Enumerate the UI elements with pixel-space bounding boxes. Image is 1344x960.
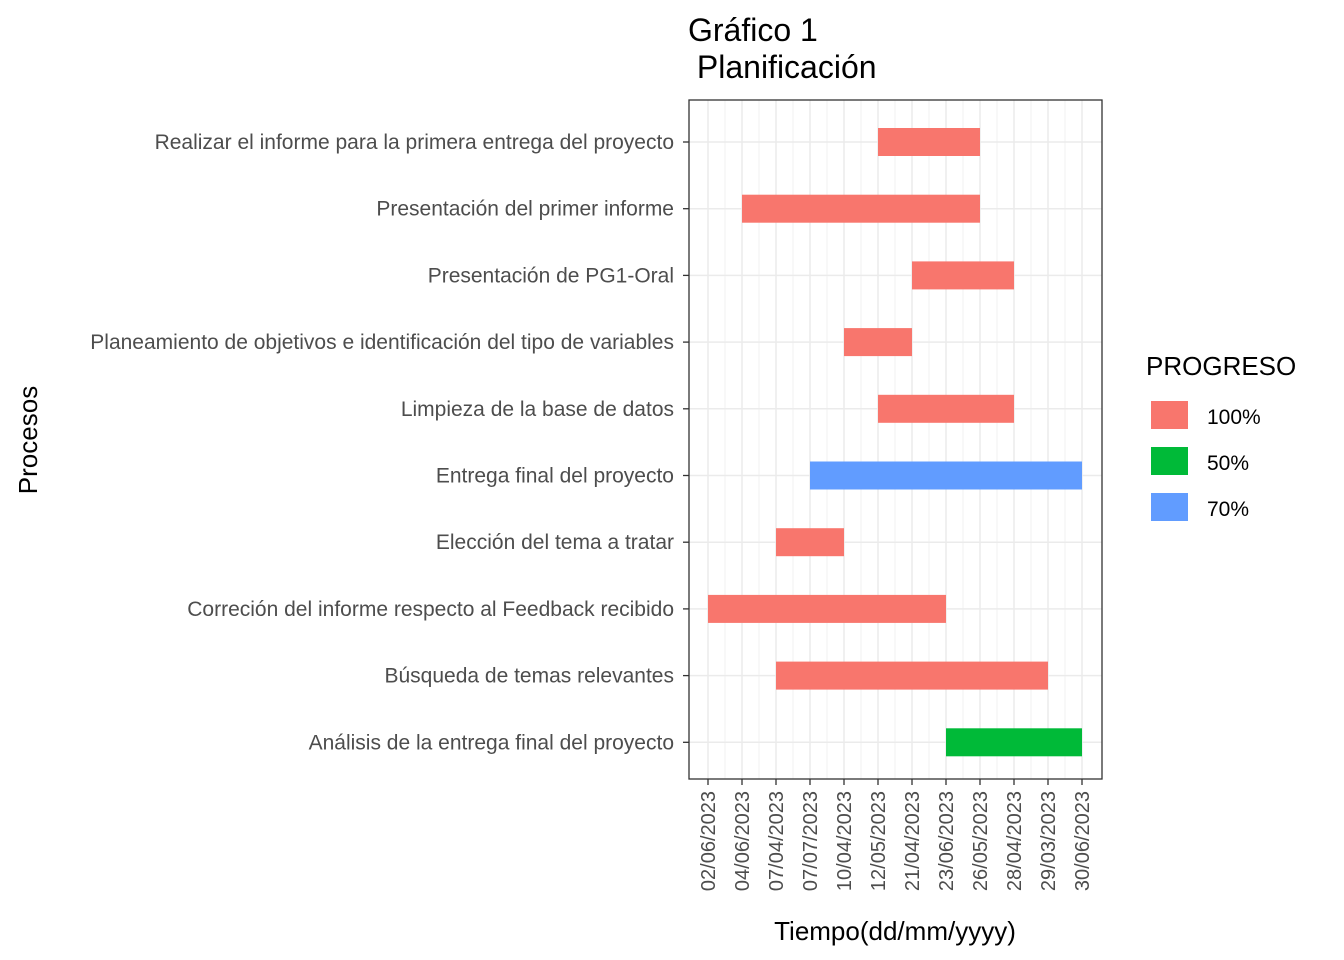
x-tick-label: 10/04/2023: [834, 791, 856, 891]
legend-key: [1151, 401, 1188, 429]
gantt-bar: [742, 194, 980, 223]
y-tick-label: Presentación de PG1-Oral: [428, 264, 674, 287]
x-tick-label: 12/05/2023: [868, 791, 890, 891]
x-tick-label: 23/06/2023: [936, 791, 958, 891]
gantt-bar: [810, 461, 1082, 490]
legend-key: [1151, 447, 1188, 475]
chart-title-line-2: Planificación: [688, 49, 877, 85]
plot-panel: [683, 99, 1103, 785]
y-axis-title: Procesos: [13, 386, 43, 494]
y-tick-label: Análisis de la entrega final del proyect…: [309, 731, 674, 754]
legend: PROGRESO 100% 50% 70%: [1146, 351, 1296, 521]
legend-label: 70%: [1207, 498, 1249, 521]
chart-title: Gráfico 1 Planificación: [688, 12, 877, 85]
gantt-bar: [776, 528, 844, 557]
x-tick-label: 02/06/2023: [698, 791, 720, 891]
gantt-bar: [912, 261, 1014, 290]
gantt-bar: [844, 328, 912, 357]
y-tick-label: Limpieza de la base de datos: [401, 398, 674, 421]
legend-label: 50%: [1207, 452, 1249, 475]
y-tick-label: Realizar el informe para la primera entr…: [155, 131, 674, 154]
x-tick-label: 21/04/2023: [902, 791, 924, 891]
chart-title-line-1: Gráfico 1: [688, 12, 818, 48]
y-tick-label: Elección del tema a tratar: [436, 531, 674, 554]
x-tick-label: 28/04/2023: [1004, 791, 1026, 891]
x-tick-label: 30/06/2023: [1072, 791, 1094, 891]
y-tick-label: Entrega final del proyecto: [436, 465, 674, 488]
legend-label: 100%: [1207, 406, 1261, 429]
gantt-bar: [878, 394, 1014, 423]
x-tick-label: 07/07/2023: [800, 791, 822, 891]
x-tick-label: 26/05/2023: [970, 791, 992, 891]
y-tick-label: Correción del informe respecto al Feedba…: [187, 598, 674, 621]
gantt-bar: [946, 728, 1082, 757]
panel-border: [688, 99, 1103, 780]
y-tick-label: Búsqueda de temas relevantes: [384, 665, 674, 688]
y-tick-label: Planeamiento de objetivos e identificaci…: [90, 331, 674, 354]
gantt-bar: [878, 128, 980, 156]
x-axis-title: Tiempo(dd/mm/yyyy): [774, 916, 1016, 946]
x-tick-label: 29/03/2023: [1038, 791, 1060, 891]
y-tick-label: Presentación del primer informe: [376, 198, 674, 221]
x-tick-label: 04/06/2023: [732, 791, 754, 891]
legend-key: [1151, 493, 1188, 521]
legend-title: PROGRESO: [1146, 351, 1296, 381]
gantt-bar: [708, 594, 946, 623]
gantt-bar: [776, 661, 1048, 690]
x-tick-label: 07/04/2023: [766, 791, 788, 891]
